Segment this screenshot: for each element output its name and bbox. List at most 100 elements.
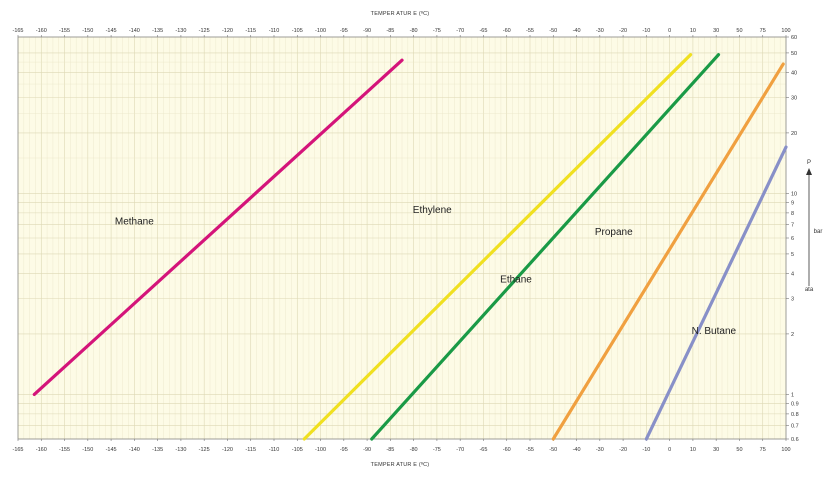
x-tick-label-bottom: -65 xyxy=(479,447,487,453)
x-tick-label-bottom: -20 xyxy=(619,447,627,453)
horizontal-gridlines xyxy=(18,36,786,440)
x-tick-label-top: 100 xyxy=(781,28,790,34)
y-tick-label: 50 xyxy=(791,51,797,57)
x-tick-label-top: -160 xyxy=(36,28,47,34)
x-tick-label-bottom: 75 xyxy=(760,447,766,453)
x-tick-label-top: 0 xyxy=(668,28,671,34)
x-tick-label-top: -125 xyxy=(199,28,210,34)
x-tick-label-bottom: 100 xyxy=(781,447,790,453)
bottom-x-tick-labels: -165 -160 -155 -150 -145 -140 -135 -130 -125 -120… xyxy=(12,439,791,453)
x-tick-label-top: 75 xyxy=(760,28,766,34)
x-tick-label-bottom: -40 xyxy=(573,447,581,453)
y-tick-label: 7 xyxy=(791,223,794,229)
x-tick-label-top: -40 xyxy=(573,28,581,34)
y-tick-label: 0.6 xyxy=(791,437,799,443)
ethane-line xyxy=(370,53,721,441)
x-tick-label-bottom: 0 xyxy=(668,447,671,453)
y-tick-label: 5 xyxy=(791,252,794,258)
y-tick-label: 20 xyxy=(791,131,797,137)
pressure-arrow-head xyxy=(806,168,812,175)
x-tick-label-bottom: -100 xyxy=(315,447,326,453)
top-x-tick-labels: -165 -160 -155 -150 -145 -140 -135 -130 -125 -120… xyxy=(12,28,791,37)
x-tick-label-bottom: -70 xyxy=(456,447,464,453)
x-tick-label-top: -55 xyxy=(526,28,534,34)
x-tick-label-bottom: -125 xyxy=(199,447,210,453)
x-tick-label-top: -20 xyxy=(619,28,627,34)
x-tick-label-bottom: 10 xyxy=(690,447,696,453)
propane-line xyxy=(551,62,785,441)
x-tick-label-top: -150 xyxy=(82,28,93,34)
x-tick-label-top: -95 xyxy=(340,28,348,34)
x-tick-label-bottom: -30 xyxy=(596,447,604,453)
propane-label: Propane xyxy=(595,227,633,238)
y-tick-label: 0.7 xyxy=(791,424,799,430)
n-butane-line xyxy=(644,145,788,441)
y-tick-label: 0.9 xyxy=(791,402,799,408)
y-tick-label: 2 xyxy=(791,332,794,338)
x-tick-label-top: -50 xyxy=(549,28,557,34)
x-tick-label-top: -75 xyxy=(433,28,441,34)
x-tick-label-bottom: -110 xyxy=(269,447,280,453)
x-tick-label-top: -115 xyxy=(245,28,256,34)
y-tick-label: 10 xyxy=(791,191,797,197)
x-tick-label-top: -100 xyxy=(315,28,326,34)
x-tick-label-top: -135 xyxy=(152,28,163,34)
x-tick-label-bottom: -85 xyxy=(386,447,394,453)
x-tick-label-bottom: -150 xyxy=(82,447,93,453)
x-tick-label-bottom: -165 xyxy=(12,447,23,453)
x-tick-label-top: -85 xyxy=(386,28,394,34)
ethylene-label: Ethylene xyxy=(413,205,452,216)
x-tick-label-bottom: -60 xyxy=(503,447,511,453)
x-tick-label-top: -30 xyxy=(596,28,604,34)
x-tick-label-top: 10 xyxy=(690,28,696,34)
x-tick-label-top: -145 xyxy=(106,28,117,34)
pressure-ata-label: ata xyxy=(805,287,814,293)
pressure-unit-label: bar xyxy=(814,229,823,235)
x-tick-label-bottom: -155 xyxy=(59,447,70,453)
x-tick-label-top: -10 xyxy=(642,28,650,34)
x-tick-label-top: -60 xyxy=(503,28,511,34)
x-tick-label-bottom: -120 xyxy=(222,447,233,453)
x-tick-label-top: -65 xyxy=(479,28,487,34)
x-tick-label-bottom: -55 xyxy=(526,447,534,453)
x-tick-label-bottom: -140 xyxy=(129,447,140,453)
pressure-p-label: P xyxy=(807,160,811,166)
y-tick-label: 0.8 xyxy=(791,412,799,418)
x-axis-title-top: TEMPER ATUR E (ºC) xyxy=(371,10,430,17)
y-tick-label: 60 xyxy=(791,35,797,41)
y-tick-label: 9 xyxy=(791,201,794,207)
methane-label: Methane xyxy=(115,217,154,228)
y-tick-label: 8 xyxy=(791,211,794,217)
y-tick-label: 1 xyxy=(791,392,794,398)
y-tick-label: 40 xyxy=(791,70,797,76)
n-butane-label: N. Butane xyxy=(692,326,737,337)
x-tick-label-top: -130 xyxy=(175,28,186,34)
right-y-tick-labels: 0.6 0.7 0.8 0.9 1 2 3 4 5 6 7 8 9 10 20 30 40 50 60 xyxy=(786,35,799,443)
x-tick-label-bottom: -90 xyxy=(363,447,371,453)
x-tick-label-top: 50 xyxy=(736,28,742,34)
x-tick-label-top: -90 xyxy=(363,28,371,34)
x-tick-label-bottom: -10 xyxy=(642,447,650,453)
x-tick-label-top: -140 xyxy=(129,28,140,34)
x-axis-title-bottom: TEMPER ATUR E (ºC) xyxy=(371,461,430,468)
x-tick-label-bottom: -105 xyxy=(292,447,303,453)
series-lines xyxy=(32,53,788,441)
x-tick-label-bottom: -80 xyxy=(410,447,418,453)
methane-line xyxy=(32,58,404,397)
y-tick-label: 3 xyxy=(791,297,794,303)
ethylene-line xyxy=(302,53,693,441)
series-labels: Methane Ethylene Ethane Propane N. Butane xyxy=(115,205,737,337)
x-tick-label-bottom: -50 xyxy=(549,447,557,453)
x-tick-label-top: -110 xyxy=(269,28,280,34)
x-tick-label-bottom: -75 xyxy=(433,447,441,453)
y-tick-label: 4 xyxy=(791,271,794,277)
x-tick-label-bottom: -95 xyxy=(340,447,348,453)
x-tick-label-top: -70 xyxy=(456,28,464,34)
x-tick-label-bottom: 30 xyxy=(713,447,719,453)
x-tick-label-top: 30 xyxy=(713,28,719,34)
x-tick-label-bottom: -115 xyxy=(245,447,256,453)
x-tick-label-bottom: -130 xyxy=(175,447,186,453)
x-tick-label-top: -155 xyxy=(59,28,70,34)
x-tick-label-bottom: -160 xyxy=(36,447,47,453)
